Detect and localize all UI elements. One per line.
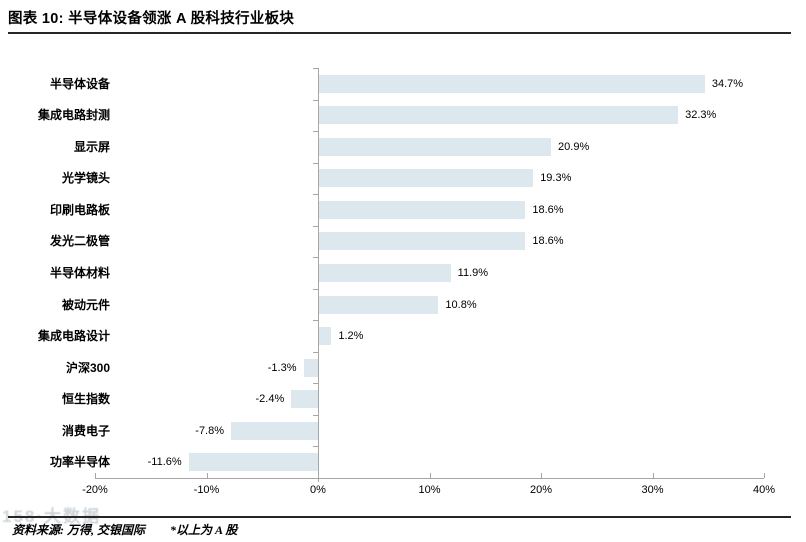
category-axis-tick	[313, 288, 318, 290]
category-label: 被动元件	[61, 297, 110, 312]
category-label: 光学镜头	[61, 171, 110, 186]
bar-value-label: -1.3%	[267, 361, 297, 374]
bar-value-label: 10.8%	[445, 298, 477, 311]
bar	[318, 295, 439, 314]
x-tick-label: 30%	[641, 484, 664, 496]
bar	[188, 453, 318, 472]
x-axis-line	[95, 478, 764, 479]
x-axis-tick	[764, 473, 765, 478]
bar	[318, 106, 679, 125]
bar	[318, 169, 534, 188]
category-axis-tick	[313, 320, 318, 322]
bar-value-label: 20.9%	[558, 140, 590, 153]
category-label: 印刷电路板	[49, 202, 110, 217]
category-label: 功率半导体	[49, 455, 110, 470]
bar-value-label: 1.2%	[338, 330, 364, 343]
bar-value-label: 11.9%	[457, 267, 489, 279]
bar	[318, 264, 451, 282]
source-text: 资料来源: 万得, 交银国际	[12, 523, 145, 537]
x-axis-tick	[318, 473, 319, 478]
category-axis-tick	[313, 446, 318, 448]
category-axis-tick	[313, 194, 318, 196]
bar	[291, 390, 318, 409]
chart-title: 图表 10: 半导体设备领涨 A 股科技行业板块	[8, 11, 295, 27]
plot-area: 34.7% 32.3% 20.9% 19.3% 18.6% 18.6% 11.9% 10.8%…	[82, 68, 775, 496]
x-tick-label: 20%	[529, 484, 553, 496]
bar	[318, 74, 705, 93]
x-axis-tick	[95, 473, 96, 478]
x-tick-label: 10%	[418, 484, 441, 496]
category-axis-tick	[313, 414, 318, 416]
x-tick-label: 0%	[310, 484, 326, 496]
bar	[318, 327, 332, 346]
category-axis-tick	[313, 225, 318, 227]
bar-value-label: -2.4%	[255, 393, 285, 406]
bar-value-label: 18.6%	[532, 203, 564, 216]
bar	[318, 137, 552, 156]
bar	[303, 358, 318, 377]
title-divider	[8, 32, 791, 34]
bar-value-label: 18.6%	[532, 235, 564, 248]
bar-value-label: 19.3%	[540, 172, 572, 185]
footer-divider	[8, 516, 791, 518]
x-axis-tick	[429, 473, 431, 478]
bar	[231, 421, 318, 440]
category-label: 发光二极管	[49, 234, 110, 249]
category-axis-tick	[313, 131, 318, 133]
x-tick-label: -20%	[82, 484, 108, 496]
bar-value-label: -7.8%	[195, 424, 225, 437]
x-tick-label: -10%	[193, 484, 220, 496]
bar-value-label: -11.6%	[147, 456, 182, 469]
bar-value-label: 32.3%	[685, 109, 717, 122]
bar-value-label: 34.7%	[711, 77, 744, 90]
category-axis-tick	[313, 68, 318, 69]
category-label: 半导体设备	[49, 76, 110, 91]
category-axis-tick	[313, 257, 318, 259]
category-axis-tick	[313, 162, 318, 164]
zero-axis-line	[318, 68, 319, 482]
category-label: 集成电路封测	[37, 108, 110, 123]
footnote-text: *以上为 A 股	[170, 523, 238, 537]
x-axis-tick	[541, 473, 542, 478]
x-axis-tick	[206, 473, 208, 478]
category-label: 集成电路设计	[37, 329, 110, 344]
category-label: 消费电子	[61, 423, 110, 438]
bar	[318, 232, 526, 251]
category-label: 显示屏	[73, 139, 110, 154]
category-axis-tick	[313, 99, 318, 101]
category-axis-tick	[313, 383, 318, 385]
bar	[318, 200, 526, 219]
category-label: 恒生指数	[61, 392, 110, 407]
category-label: 沪深300	[65, 360, 110, 375]
x-tick-label: 40%	[752, 484, 776, 496]
category-axis-tick	[313, 351, 318, 353]
category-label: 半导体材料	[49, 266, 110, 280]
x-axis-tick	[652, 473, 654, 478]
